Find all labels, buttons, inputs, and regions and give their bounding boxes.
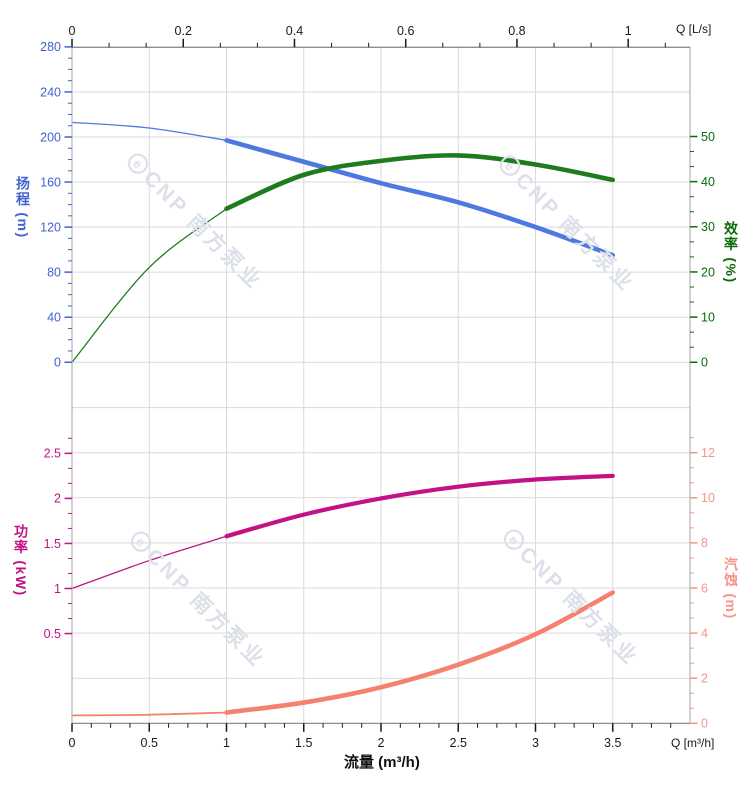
svg-text:0.4: 0.4 — [286, 24, 303, 38]
npsh-axis-ticks: 0 2 4 6 8 10 12 — [690, 437, 715, 731]
bottom-axis-title: 流量 (m³/h) — [344, 754, 420, 771]
svg-text:0.5: 0.5 — [141, 736, 158, 750]
svg-text:10: 10 — [701, 310, 715, 324]
power-axis-title: 功率 (kW) — [13, 524, 29, 597]
svg-text:0.2: 0.2 — [175, 24, 192, 38]
svg-text:50: 50 — [701, 130, 715, 144]
efficiency-curve — [224, 153, 616, 212]
bottom-axis-unit-label: Q [m³/h] — [671, 736, 715, 750]
top-x-ticks: 0 0.2 0.4 0.6 0.8 1 — [69, 24, 666, 48]
head-curve-thin — [71, 121, 228, 142]
svg-text:CNP 南方泵业: CNP 南方泵业 — [511, 168, 640, 297]
svg-text:1.5: 1.5 — [44, 537, 61, 551]
svg-text:3: 3 — [532, 736, 539, 750]
svg-text:20: 20 — [701, 265, 715, 279]
svg-text:40: 40 — [701, 175, 715, 189]
svg-text:2.5: 2.5 — [450, 736, 467, 750]
svg-text:CNP 南方泵业: CNP 南方泵业 — [139, 166, 268, 295]
head-axis-ticks: 0 40 80 120 160 200 240 280 — [40, 40, 72, 370]
npsh-curve — [224, 590, 616, 715]
top-axis-unit-label: Q [L/s] — [676, 22, 712, 36]
svg-text:40: 40 — [47, 311, 61, 325]
gridlines — [72, 47, 690, 724]
efficiency-curve-thin — [71, 208, 228, 363]
svg-text:1.5: 1.5 — [295, 736, 312, 750]
power-axis-ticks: 0.5 1 1.5 2 2.5 — [44, 437, 72, 641]
svg-text:280: 280 — [40, 40, 61, 54]
svg-text:0: 0 — [69, 24, 76, 38]
svg-text:120: 120 — [40, 220, 61, 234]
npsh-axis-title: 汽蚀 (m) — [723, 557, 739, 620]
svg-text:240: 240 — [40, 85, 61, 99]
svg-text:CNP 南方泵业: CNP 南方泵业 — [515, 542, 644, 671]
power-curve-thin — [71, 535, 228, 590]
svg-text:1: 1 — [54, 582, 61, 596]
svg-text:30: 30 — [701, 220, 715, 234]
svg-text:1: 1 — [223, 736, 230, 750]
npsh-curve-thin — [71, 711, 228, 717]
svg-text:2: 2 — [54, 492, 61, 506]
svg-text:4: 4 — [701, 626, 708, 640]
svg-text:0.8: 0.8 — [508, 24, 525, 38]
svg-text:2: 2 — [378, 736, 385, 750]
svg-text:80: 80 — [47, 265, 61, 279]
eff-axis-ticks: 0 10 20 30 40 50 — [690, 130, 715, 370]
svg-text:0: 0 — [701, 356, 708, 370]
svg-text:160: 160 — [40, 175, 61, 189]
svg-text:200: 200 — [40, 130, 61, 144]
svg-text:6: 6 — [701, 581, 708, 595]
svg-text:0.5: 0.5 — [44, 627, 61, 641]
svg-text:2.5: 2.5 — [44, 447, 61, 461]
svg-text:2: 2 — [701, 672, 708, 686]
head-axis-title: 扬程 (m) — [15, 176, 31, 239]
svg-text:0: 0 — [69, 736, 76, 750]
svg-text:0.6: 0.6 — [397, 24, 414, 38]
svg-text:0: 0 — [701, 717, 708, 731]
svg-text:1: 1 — [625, 24, 632, 38]
svg-text:12: 12 — [701, 446, 715, 460]
svg-text:3.5: 3.5 — [604, 736, 621, 750]
svg-text:8: 8 — [701, 536, 708, 550]
svg-text:0: 0 — [54, 356, 61, 370]
head-curve — [224, 138, 616, 258]
svg-text:10: 10 — [701, 491, 715, 505]
power-curve — [224, 473, 615, 539]
efficiency-axis-title: 效率 (%) — [723, 221, 739, 284]
svg-text:CNP 南方泵业: CNP 南方泵业 — [142, 544, 271, 673]
bottom-x-ticks: 0 0.5 1 1.5 2 2.5 3 3.5 — [69, 723, 672, 750]
